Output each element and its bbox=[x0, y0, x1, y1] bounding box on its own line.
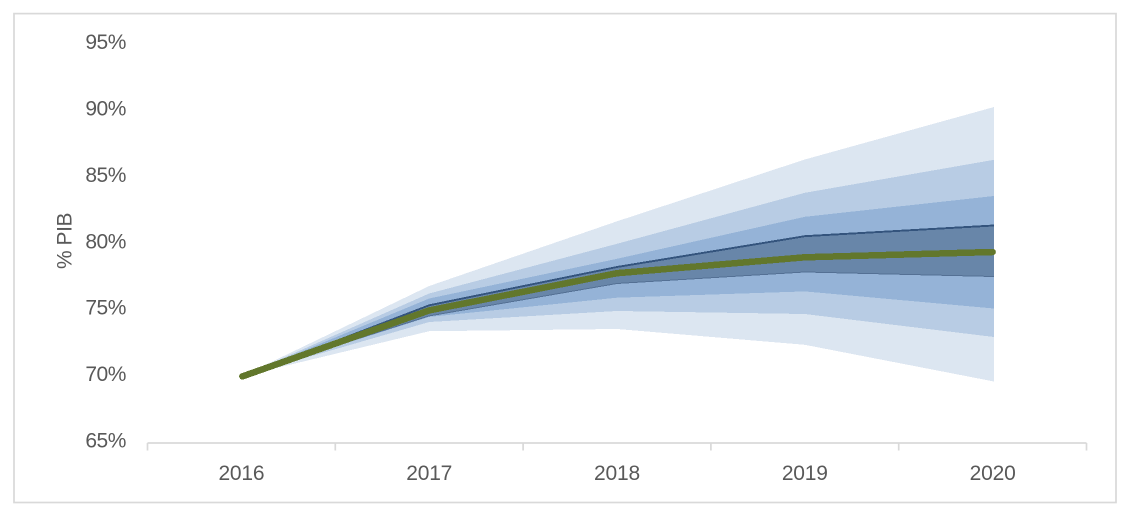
svg-text:80%: 80% bbox=[85, 230, 126, 253]
svg-text:95%: 95% bbox=[85, 31, 126, 54]
svg-text:65%: 65% bbox=[85, 430, 126, 453]
svg-text:2017: 2017 bbox=[406, 462, 452, 485]
svg-text:2018: 2018 bbox=[594, 462, 640, 485]
svg-text:2016: 2016 bbox=[218, 462, 264, 485]
svg-text:90%: 90% bbox=[85, 98, 126, 121]
svg-text:% PIB: % PIB bbox=[54, 213, 77, 269]
svg-text:2020: 2020 bbox=[970, 462, 1016, 485]
svg-text:2019: 2019 bbox=[782, 462, 828, 485]
svg-text:85%: 85% bbox=[85, 164, 126, 187]
svg-text:70%: 70% bbox=[85, 363, 126, 386]
svg-text:75%: 75% bbox=[85, 297, 126, 320]
